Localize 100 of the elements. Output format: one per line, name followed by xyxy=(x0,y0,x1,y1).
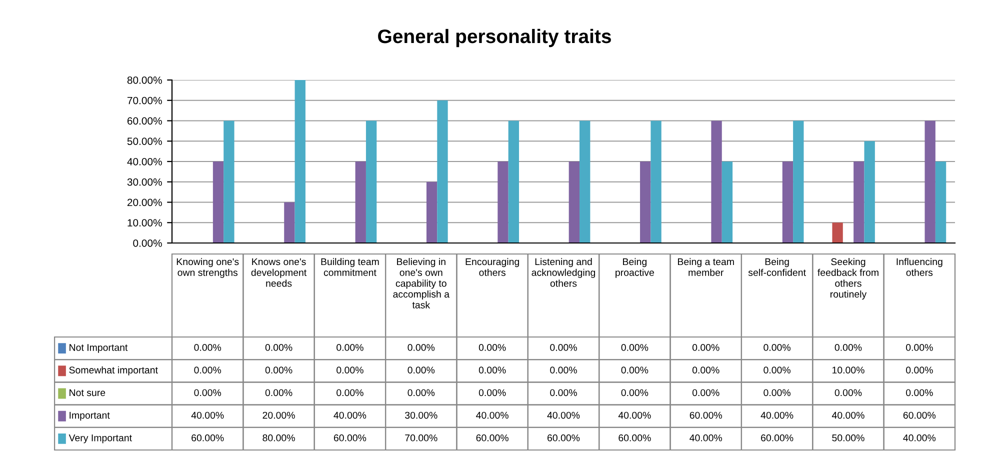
data-label: 30.00% xyxy=(405,412,438,419)
data-label: 60.00% xyxy=(618,434,651,442)
bar xyxy=(355,162,366,243)
data-label: 0.00% xyxy=(550,344,577,351)
y-tick-label: 0.00% xyxy=(133,240,162,247)
data-label: 50.00% xyxy=(832,434,864,442)
y-tick-label: 60.00% xyxy=(127,117,162,125)
data-label: 60.00% xyxy=(903,412,936,419)
bar xyxy=(212,162,224,243)
y-tick-label: 10.00% xyxy=(128,219,162,226)
bar xyxy=(508,120,520,243)
data-label: 0.00% xyxy=(194,366,222,374)
data-label: 0.00% xyxy=(550,389,577,396)
data-label: 60.00% xyxy=(690,412,722,419)
bar xyxy=(924,120,936,243)
data-label: 80.00% xyxy=(262,434,295,442)
data-label: 0.00% xyxy=(764,389,790,396)
data-label: 40.00% xyxy=(191,412,224,419)
legend-label: Somewhat important xyxy=(69,366,158,376)
data-label: 40.00% xyxy=(690,434,722,442)
data-label: 20.00% xyxy=(262,412,295,419)
bar xyxy=(498,162,508,243)
data-label: 0.00% xyxy=(336,389,364,396)
data-label: 40.00% xyxy=(760,412,794,419)
x-tick-label: Being proactive xyxy=(616,258,654,278)
bar xyxy=(711,120,722,243)
x-tick-label: Being self-confident xyxy=(748,258,806,276)
bar xyxy=(426,182,438,243)
data-label: 0.00% xyxy=(550,366,577,374)
data-label: 40.00% xyxy=(832,412,864,419)
data-label: 0.00% xyxy=(621,389,648,396)
bar xyxy=(224,120,234,243)
x-tick-label: Listening and acknowledging others xyxy=(532,258,596,287)
x-tick-label: Knows one's development needs xyxy=(251,258,307,287)
y-tick-label: 50.00% xyxy=(127,138,162,145)
data-label: 0.00% xyxy=(906,344,933,351)
x-tick-label: Knowing one's own strengths xyxy=(176,258,239,278)
data-label: 0.00% xyxy=(265,389,292,396)
data-label: 0.00% xyxy=(834,389,862,396)
legend-label: Very Important xyxy=(68,434,132,444)
data-label: 70.00% xyxy=(405,434,438,442)
data-label: 60.00% xyxy=(334,434,366,442)
bar xyxy=(832,222,843,243)
y-tick-label: 20.00% xyxy=(127,198,162,206)
data-label: 10.00% xyxy=(832,366,864,374)
y-tick-label: 80.00% xyxy=(127,76,162,84)
data-label: 40.00% xyxy=(334,412,366,419)
data-label: 40.00% xyxy=(903,434,936,442)
bar xyxy=(650,120,662,243)
legend-label: Not sure xyxy=(70,389,106,396)
data-label: 0.00% xyxy=(408,389,435,396)
bar xyxy=(640,162,651,243)
data-label: 0.00% xyxy=(906,389,933,396)
bar xyxy=(366,120,377,243)
data-label: 60.00% xyxy=(192,434,224,442)
data-label: 0.00% xyxy=(764,344,790,351)
x-tick-label: Building team commitment xyxy=(321,258,379,276)
data-label: 0.00% xyxy=(194,389,222,396)
data-label: 60.00% xyxy=(476,434,508,442)
bar xyxy=(284,202,295,243)
bar xyxy=(568,162,580,243)
bar xyxy=(935,162,946,243)
x-tick-label: Influencing others xyxy=(896,258,942,276)
data-label: 0.00% xyxy=(408,366,435,374)
bar xyxy=(782,162,794,243)
data-label: 0.00% xyxy=(336,366,364,374)
legend-label: Not Important xyxy=(70,344,128,353)
data-label: 0.00% xyxy=(408,344,435,351)
x-tick-label: Believing in one's own capability to accomplish a task xyxy=(393,258,450,308)
data-label: 0.00% xyxy=(692,366,720,374)
data-label: 60.00% xyxy=(548,434,580,442)
y-tick-label: 70.00% xyxy=(127,96,162,104)
data-label: 40.00% xyxy=(476,412,508,419)
bar xyxy=(722,162,733,243)
bar xyxy=(854,162,864,243)
legend-label: Important xyxy=(70,412,110,421)
y-tick-label: 30.00% xyxy=(127,178,162,186)
data-label: 0.00% xyxy=(621,366,648,374)
data-label: 0.00% xyxy=(692,389,720,396)
data-label: 40.00% xyxy=(618,412,651,419)
data-label: 0.00% xyxy=(336,344,364,351)
data-label: 0.00% xyxy=(194,344,222,351)
bar xyxy=(580,120,590,243)
bar xyxy=(437,100,448,243)
y-tick-label: 40.00% xyxy=(127,158,162,166)
data-label: 0.00% xyxy=(692,344,720,351)
data-label: 0.00% xyxy=(478,366,506,374)
bar xyxy=(864,141,875,243)
data-label: 40.00% xyxy=(547,412,580,419)
data-label: 0.00% xyxy=(265,344,292,351)
chart-title: General personality traits xyxy=(378,28,611,48)
bar xyxy=(793,120,804,243)
bar xyxy=(294,80,306,243)
data-label: 0.00% xyxy=(834,344,862,351)
x-tick-label: Seeking feedback from others routinely xyxy=(818,258,878,300)
x-tick-label: Encouraging others xyxy=(466,258,519,276)
data-label: 0.00% xyxy=(621,344,648,351)
data-label: 0.00% xyxy=(906,366,933,374)
x-tick-label: Being a team member xyxy=(678,258,734,276)
data-label: 60.00% xyxy=(761,434,794,442)
